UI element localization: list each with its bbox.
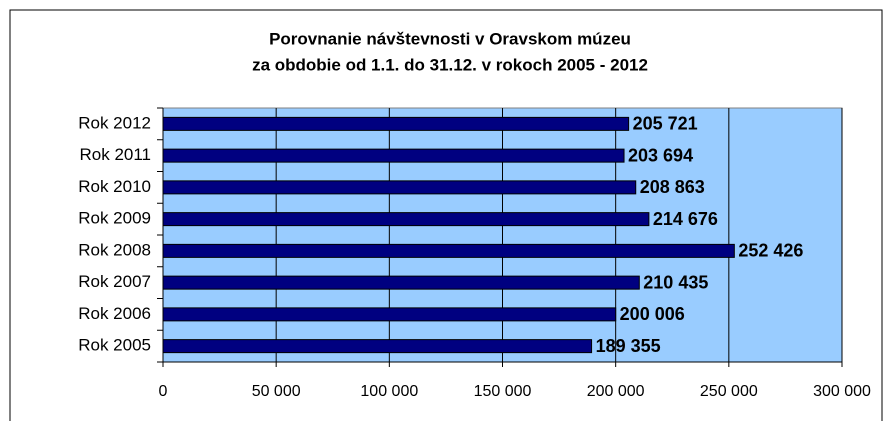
bar [162, 307, 617, 322]
chart-title: za obdobie od 1.1. do 31.12. v rokoch 20… [252, 55, 648, 74]
x-tick-label: 250 000 [700, 383, 758, 400]
y-tick-label: Rok 2008 [78, 240, 151, 259]
y-tick-label: Rok 2009 [78, 209, 151, 228]
y-tick-label: Rok 2007 [78, 272, 151, 291]
bar [162, 339, 593, 354]
y-tick-label: Rok 2005 [78, 336, 151, 355]
bar [162, 148, 625, 163]
y-tick-label: Rok 2012 [78, 113, 151, 132]
chart-border [9, 9, 883, 421]
value-label: 200 006 [620, 304, 685, 324]
value-label: 208 863 [640, 177, 705, 197]
x-tick-label: 300 000 [813, 383, 871, 400]
bar [162, 212, 650, 227]
bar [162, 180, 637, 195]
x-tick-label: 50 000 [252, 383, 301, 400]
value-label: 214 676 [653, 209, 718, 229]
y-tick-label: Rok 2010 [78, 177, 151, 196]
y-tick-label: Rok 2011 [79, 145, 151, 164]
bar [162, 275, 640, 290]
value-label: 203 694 [628, 145, 693, 165]
chart-title: Porovnanie návštevnosti v Oravskom múzeu [269, 29, 631, 48]
bar [162, 116, 630, 131]
x-tick-label: 200 000 [587, 383, 645, 400]
bar [162, 243, 735, 258]
value-label: 189 355 [596, 336, 661, 356]
x-tick-label: 0 [159, 383, 168, 400]
x-tick-label: 150 000 [474, 383, 532, 400]
value-label: 252 426 [738, 241, 803, 261]
value-label: 205 721 [633, 114, 698, 134]
x-tick-label: 100 000 [360, 383, 418, 400]
y-tick-label: Rok 2006 [78, 304, 151, 323]
value-label: 210 435 [643, 272, 708, 292]
